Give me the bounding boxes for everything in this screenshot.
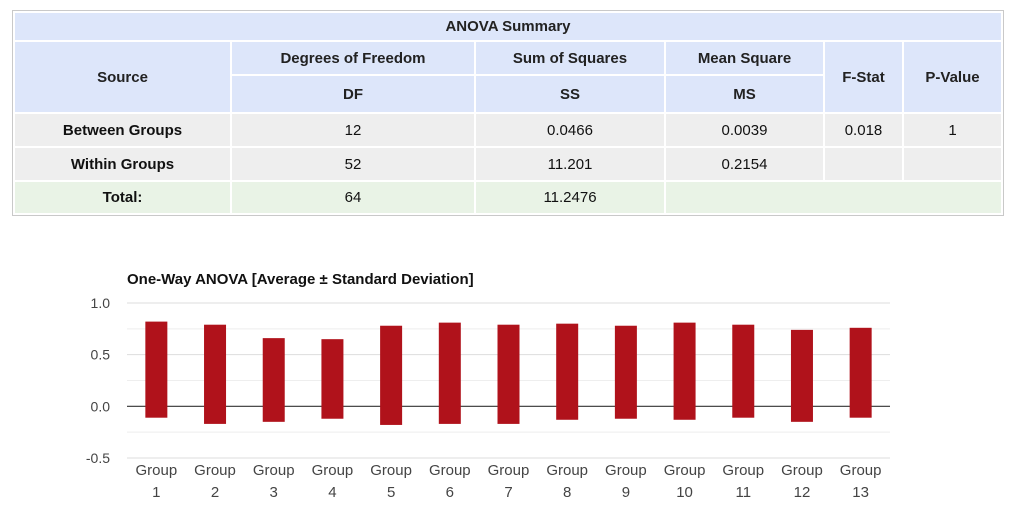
x-tick-label: Group [429,462,471,479]
x-tick-label: 12 [794,484,811,501]
bar-6 [438,322,461,424]
row-df-value: 52 [232,148,474,180]
x-tick-label: 11 [735,484,751,501]
x-tick-label: 9 [622,484,630,501]
x-tick-label: Group [370,462,412,479]
header-mean-square: Mean Square [666,42,823,74]
x-tick-label: 4 [328,484,336,501]
x-tick-label: 8 [563,484,571,501]
table-total-row: Total: 64 11.2476 [15,182,1001,213]
y-tick-label: -0.5 [86,450,110,466]
chart-bars [145,321,872,425]
bar-3 [262,338,285,422]
x-tick-label: 7 [504,484,512,501]
y-tick-label: 1.0 [91,295,111,311]
row-f-value [825,148,902,180]
chart-title: One-Way ANOVA [Average ± Standard Deviat… [127,271,474,288]
header-p-value: P-Value [904,42,1001,112]
bar-4 [321,339,344,419]
x-tick-label: 2 [211,484,219,501]
header-df: DF [232,76,474,112]
bar-2 [204,324,227,424]
row-ms-value: 0.0039 [666,114,823,146]
total-df-value: 64 [232,182,474,213]
table-row: Between Groups 12 0.0466 0.0039 0.018 1 [15,114,1001,146]
bar-9 [614,325,637,419]
x-tick-label: 6 [446,484,454,501]
anova-summary-panel: ANOVA Summary Source Degrees of Freedom … [12,10,1004,216]
x-tick-label: 10 [676,484,693,501]
y-tick-label: 0.5 [91,347,111,363]
row-ms-value: 0.2154 [666,148,823,180]
x-tick-label: Group [312,462,354,479]
chart-x-axis: Group 1 Group 2 Group 3 Group 4 Group 5 Group 6 Grou… [135,462,881,501]
anova-summary-table: ANOVA Summary Source Degrees of Freedom … [13,11,1003,215]
y-tick-label: 0.0 [91,398,111,414]
anova-chart-svg: One-Way ANOVA [Average ± Standard Deviat… [86,271,890,501]
x-tick-label: Group [135,462,177,479]
chart-y-axis: 1.0 0.5 0.0 -0.5 [86,295,110,466]
x-tick-label: Group [194,462,236,479]
header-source: Source [15,42,230,112]
bar-12 [790,329,813,422]
x-tick-label: Group [840,462,882,479]
anova-chart: One-Way ANOVA [Average ± Standard Deviat… [0,250,1020,509]
bar-13 [849,327,872,418]
row-source-label: Within Groups [15,148,230,180]
bar-8 [556,323,579,420]
x-tick-label: Group [605,462,647,479]
row-source-label: Between Groups [15,114,230,146]
x-tick-label: 1 [152,484,160,501]
table-row: Within Groups 52 11.201 0.2154 [15,148,1001,180]
header-sum-of-squares: Sum of Squares [476,42,664,74]
row-ss-value: 0.0466 [476,114,664,146]
header-ms: MS [666,76,823,112]
table-title: ANOVA Summary [15,13,1001,40]
x-tick-label: 3 [270,484,278,501]
x-tick-label: Group [781,462,823,479]
x-tick-label: Group [722,462,764,479]
row-p-value: 1 [904,114,1001,146]
total-empty-cell [666,182,1001,213]
x-tick-label: Group [546,462,588,479]
total-ss-value: 11.2476 [476,182,664,213]
bar-11 [732,324,755,418]
header-degrees-of-freedom: Degrees of Freedom [232,42,474,74]
x-tick-label: Group [664,462,706,479]
bar-5 [380,325,403,425]
x-tick-label: Group [488,462,530,479]
header-f-stat: F-Stat [825,42,902,112]
x-tick-label: 13 [852,484,869,501]
row-f-value: 0.018 [825,114,902,146]
header-ss: SS [476,76,664,112]
bar-10 [673,322,696,420]
bar-1 [145,321,168,418]
bar-7 [497,324,520,424]
x-tick-label: Group [253,462,295,479]
total-label: Total: [15,182,230,213]
row-df-value: 12 [232,114,474,146]
x-tick-label: 5 [387,484,395,501]
row-p-value [904,148,1001,180]
row-ss-value: 11.201 [476,148,664,180]
